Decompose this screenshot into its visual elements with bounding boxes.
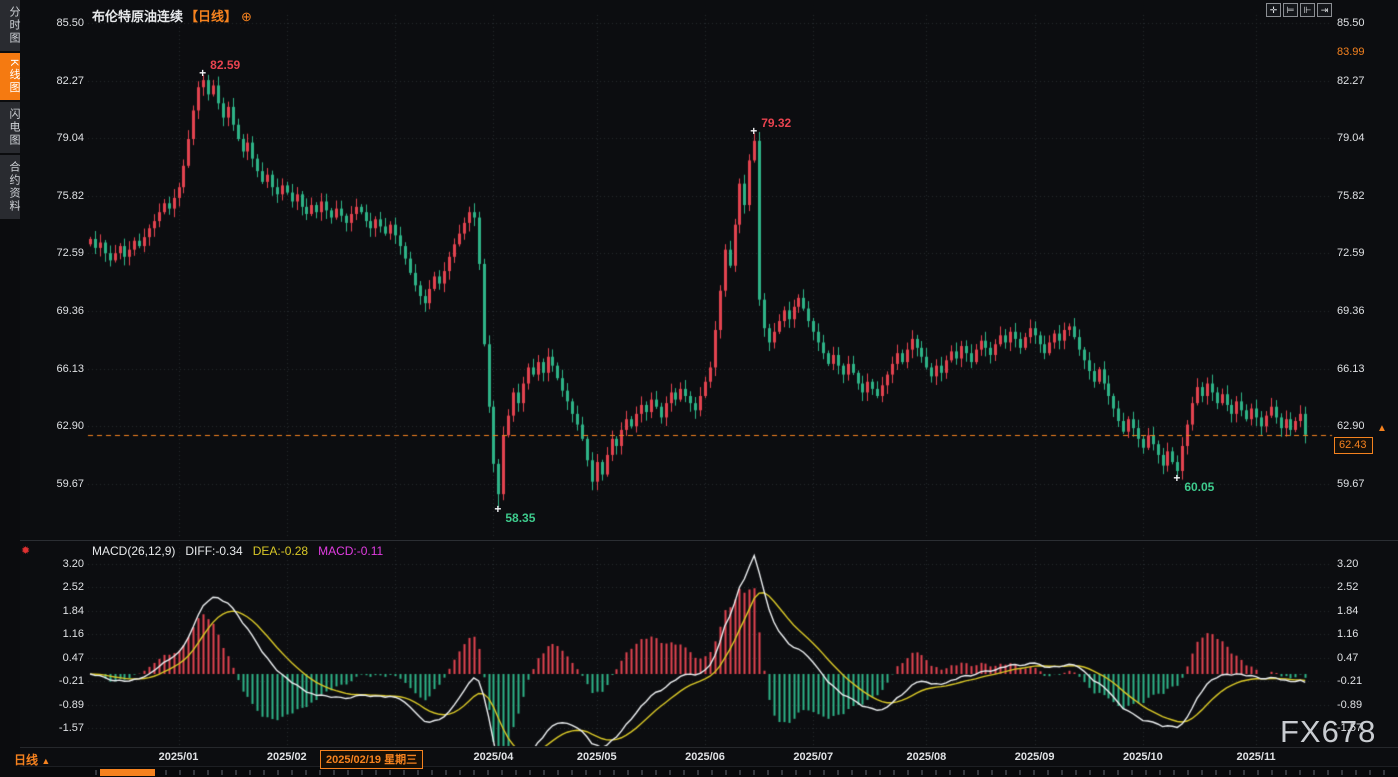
price-axis-label: 75.82 (56, 189, 84, 202)
macd-axis-label: 3.20 (62, 558, 84, 570)
axis-scale-fit-icon[interactable]: ⊩ (1300, 3, 1315, 17)
price-axis-label: 79.04 (56, 132, 84, 145)
x-axis-label: 2025/08 (906, 751, 947, 763)
scrollbar-track[interactable] (95, 770, 1395, 775)
macd-legend: MACD(26,12,9) DIFF:-0.34 DEA:-0.28 MACD:-0.… (92, 544, 393, 558)
sidebar-item-flash[interactable]: 闪电图 (0, 102, 20, 154)
scrollbar-thumb[interactable] (100, 769, 155, 776)
x-axis-label: 2025/07 (793, 751, 834, 763)
left-sidebar: 分时图 K线图 闪电图 合约资料 (0, 0, 20, 777)
period-arrow-icon: ▲ (41, 756, 51, 766)
price-axis-label: 79.04 (1337, 132, 1365, 145)
x-axis-label: 2025/02 (266, 751, 307, 763)
axis-scale-left-icon[interactable]: ⊨ (1283, 3, 1298, 17)
extreme-cross-marker: + (1173, 471, 1181, 486)
chart-toolbar: ✛ ⊨ ⊩ ⇥ (1266, 3, 1332, 17)
x-axis-label: 2025/05 (576, 751, 617, 763)
price-axis-label: 66.13 (1337, 362, 1365, 375)
x-axis-label: 2025/09 (1014, 751, 1055, 763)
watermark: FX678 (1280, 714, 1377, 749)
price-axis-label: 85.50 (56, 17, 84, 29)
x-axis-label: 2025/11 (1236, 751, 1276, 763)
price-axis-label: 72.59 (56, 247, 84, 260)
macd-axis-label: -1.57 (1337, 722, 1363, 734)
extreme-cross-marker: + (750, 124, 758, 139)
trough-price-annotation: 58.35 (505, 510, 536, 525)
x-axis-label: 2025/01 (158, 751, 199, 763)
session-high-label: 83.99 (1337, 46, 1365, 58)
current-price-box: 62.43 (1334, 437, 1373, 454)
price-axis-label: 72.59 (1337, 247, 1365, 260)
macd-axis-label: -0.21 (58, 675, 84, 688)
period-selector[interactable]: 日线 ▲ (14, 751, 50, 768)
period-label: 日线 (14, 753, 39, 767)
macd-axis-label: -1.57 (58, 722, 84, 734)
x-axis-label: 2025/10 (1122, 751, 1163, 763)
price-axis-label: 69.36 (1337, 305, 1365, 318)
price-axis-label: 66.13 (56, 362, 84, 375)
price-axis-label: 59.67 (56, 478, 84, 490)
x-axis-label: 2025/06 (685, 751, 725, 763)
macd-axis-label: 0.47 (62, 651, 84, 664)
macd-axis-label: 1.16 (1337, 628, 1359, 641)
panel-divider (20, 540, 1398, 541)
price-axis-label: 75.82 (1337, 189, 1365, 202)
price-axis-label: 69.36 (56, 305, 84, 318)
macd-axis-label: 2.52 (1337, 581, 1359, 594)
sidebar-item-timeline[interactable]: 分时图 (0, 0, 20, 51)
macd-axis-label: 1.16 (62, 628, 84, 641)
price-axis-label: 59.67 (1337, 478, 1365, 490)
price-axis-label: 82.27 (1337, 74, 1365, 87)
price-axis-label: 62.90 (1337, 420, 1365, 433)
extreme-cross-marker: + (199, 65, 207, 80)
x-axis-label: 2025/04 (473, 751, 514, 763)
crosshair-pan-icon[interactable]: ✛ (1266, 3, 1281, 17)
macd-diff-value: DIFF:-0.34 (185, 544, 243, 558)
goto-latest-icon[interactable]: ⇥ (1317, 3, 1332, 17)
macd-axis-label: -0.21 (1337, 675, 1363, 688)
sidebar-item-kline[interactable]: K线图 (0, 53, 20, 101)
macd-formula: MACD(26,12,9) (92, 544, 176, 558)
add-indicator-icon[interactable]: ⊕ (241, 9, 252, 24)
price-up-arrow-icon: ▲ (1377, 423, 1387, 434)
crosshair-date-box: 2025/02/19 星期三 (320, 750, 424, 769)
macd-axis-label: 1.84 (62, 604, 84, 617)
macd-dea-value: DEA:-0.28 (252, 544, 309, 558)
macd-axis-label: 1.84 (1337, 604, 1359, 617)
period-badge: 【日线】 (185, 9, 238, 24)
sidebar-item-contract-info[interactable]: 合约资料 (0, 155, 20, 220)
indicator-settings-icon[interactable]: ✹ (21, 545, 31, 557)
macd-axis-label: -0.89 (1337, 698, 1363, 711)
price-axis-label: 62.90 (56, 420, 84, 433)
macd-axis-label: 2.52 (62, 581, 84, 594)
price-axis-label: 85.50 (1337, 17, 1365, 29)
instrument-name: 布伦特原油连续 (92, 9, 184, 24)
trough-price-annotation: 60.05 (1184, 480, 1215, 495)
chart-title: 布伦特原油连续 【日线】 ⊕ (92, 6, 252, 25)
peak-price-annotation: 79.32 (761, 116, 792, 131)
macd-hist-value: MACD:-0.11 (318, 544, 384, 558)
peak-price-annotation: 82.59 (210, 57, 241, 72)
price-axis-label: 82.27 (56, 74, 84, 87)
macd-axis-label: 0.47 (1337, 651, 1359, 664)
extreme-cross-marker: + (494, 501, 502, 516)
macd-axis-label: -0.89 (58, 698, 84, 711)
macd-axis-label: 3.20 (1337, 558, 1359, 570)
